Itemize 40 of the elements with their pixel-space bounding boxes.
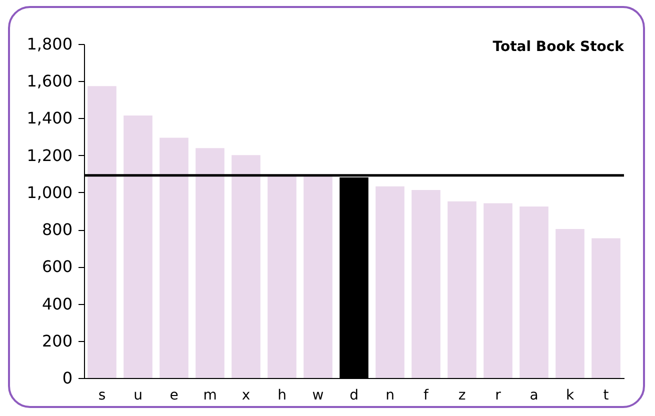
chart-title: Total Book Stock (492, 39, 625, 55)
bar (88, 86, 116, 378)
x-tick-label: k (566, 388, 575, 404)
bar (592, 238, 620, 378)
y-tick-label: 1,000 (26, 182, 72, 202)
x-tick-label: d (350, 388, 358, 404)
x-tick-label: x (242, 388, 250, 404)
x-tick-label: e (170, 388, 178, 404)
x-tick-label: s (98, 388, 106, 404)
x-tick-label: m (203, 388, 217, 404)
y-tick-label: 600 (42, 257, 72, 276)
bar (376, 186, 404, 378)
x-tick-label: t (603, 388, 610, 404)
bar (448, 201, 476, 378)
x-tick-label: z (458, 388, 466, 404)
y-tick-label: 200 (42, 331, 72, 350)
bar (412, 190, 440, 378)
bar (232, 155, 260, 378)
bar (124, 115, 152, 378)
bar (268, 176, 296, 378)
y-tick-label: 0 (62, 368, 72, 388)
x-tick-label: n (386, 388, 394, 404)
y-tick-label: 1,600 (26, 72, 72, 91)
x-tick-label: r (495, 388, 502, 404)
y-tick-label: 400 (42, 294, 72, 314)
y-tick-label: 1,400 (26, 108, 72, 128)
y-tick-label: 1,800 (26, 34, 72, 54)
y-tick-label: 800 (42, 220, 72, 240)
bar (484, 203, 512, 378)
bar (196, 148, 224, 378)
bar (160, 138, 188, 378)
x-tick-label: f (424, 388, 430, 404)
bar (556, 229, 584, 378)
bar (520, 206, 548, 378)
x-tick-label: a (530, 388, 538, 404)
bar (304, 176, 332, 378)
x-tick-label: w (312, 388, 324, 404)
x-tick-label: u (134, 388, 142, 404)
x-tick-label: h (278, 388, 286, 404)
y-tick-label: 1,200 (26, 146, 72, 165)
